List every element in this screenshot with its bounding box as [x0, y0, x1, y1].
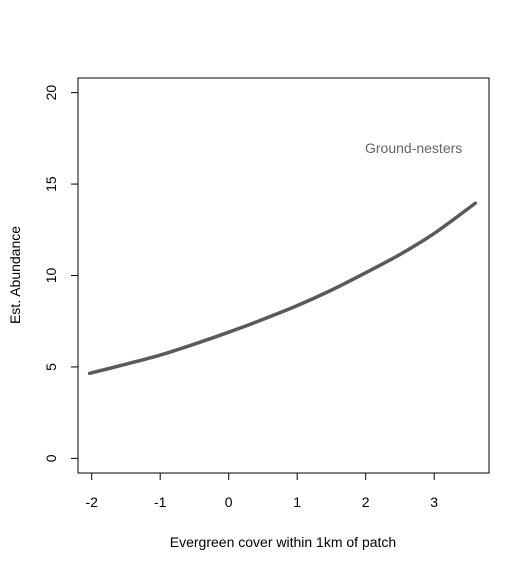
x-tick-label: 3	[430, 494, 438, 510]
annotation-label: Ground-nesters	[365, 140, 462, 156]
x-tick-label: 2	[362, 494, 370, 510]
x-axis-title: Evergreen cover within 1km of patch	[170, 534, 396, 550]
x-tick-label: 1	[293, 494, 301, 510]
y-tick-label: 10	[43, 268, 59, 284]
x-tick-label: -2	[85, 494, 98, 510]
y-axis-title: Est. Abundance	[7, 226, 23, 324]
y-tick-label: 5	[43, 363, 59, 371]
plot-frame	[77, 77, 490, 474]
y-tick-label: 15	[43, 176, 59, 192]
x-axis: -2 -1 0 1 2 3	[85, 472, 438, 510]
x-tick-label: -1	[154, 494, 167, 510]
y-tick-label: 0	[43, 454, 59, 462]
series-line	[87, 201, 478, 376]
y-tick-label: 20	[43, 85, 59, 101]
x-tick-label: 0	[225, 494, 233, 510]
y-axis: 0 5 10 15 20	[43, 85, 79, 462]
series-layer	[87, 201, 478, 376]
